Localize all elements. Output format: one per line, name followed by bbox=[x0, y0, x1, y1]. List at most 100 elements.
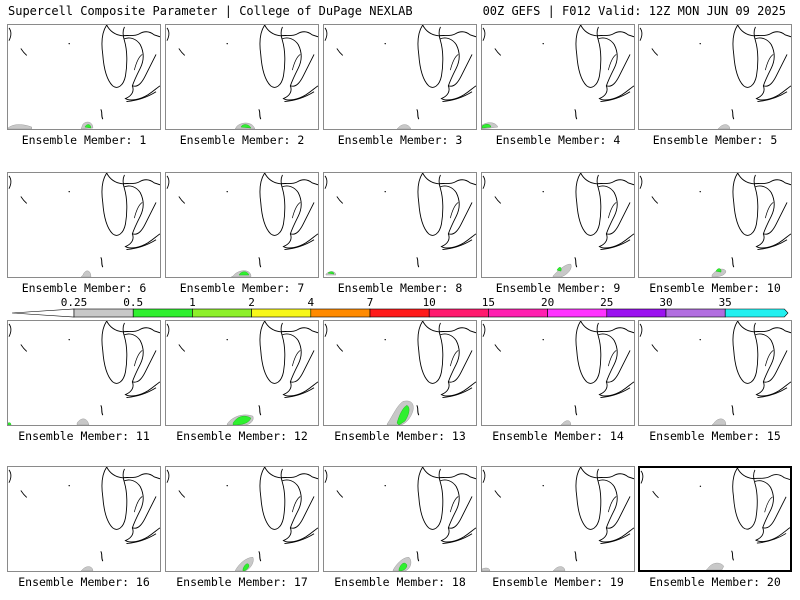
member-map-panel[interactable] bbox=[7, 24, 161, 130]
great-lakes-map bbox=[639, 173, 791, 277]
great-lakes-map bbox=[324, 321, 476, 425]
great-lakes-map bbox=[482, 321, 634, 425]
colorbar-tick-label: 0.5 bbox=[123, 296, 143, 309]
colorbar-tick-label: 35 bbox=[719, 296, 732, 309]
scp-05-contour bbox=[238, 271, 250, 276]
member-map-panel[interactable] bbox=[481, 24, 635, 130]
great-lakes-map bbox=[166, 173, 318, 277]
scp-025-contour bbox=[76, 418, 90, 425]
colorbar-tick-label: 20 bbox=[541, 296, 554, 309]
colorbar-tick-label: 1 bbox=[189, 296, 196, 309]
member-map-panel[interactable] bbox=[165, 24, 319, 130]
great-lakes-map bbox=[166, 321, 318, 425]
colorbar-tick-label: 30 bbox=[659, 296, 672, 309]
valid-time: 00Z GEFS | F012 Valid: 12Z MON JUN 09 20… bbox=[482, 4, 786, 18]
member-map-panel[interactable] bbox=[638, 24, 792, 130]
member-label: Ensemble Member: 16 bbox=[18, 575, 150, 589]
member-map-panel[interactable] bbox=[165, 466, 319, 572]
colorbar-segment bbox=[132, 308, 193, 318]
member-label: Ensemble Member: 9 bbox=[495, 281, 621, 295]
member-map-panel[interactable] bbox=[323, 466, 477, 572]
colorbar-segment bbox=[428, 308, 489, 318]
scp-05-contour bbox=[84, 124, 92, 129]
map-title: Supercell Composite Parameter | College … bbox=[8, 4, 413, 18]
member-label: Ensemble Member: 11 bbox=[18, 429, 150, 443]
member-label: Ensemble Member: 17 bbox=[176, 575, 308, 589]
scp-025-contour bbox=[717, 124, 731, 129]
scp-05-contour bbox=[8, 422, 12, 425]
member-label: Ensemble Member: 13 bbox=[334, 429, 466, 443]
scp-025-contour bbox=[80, 270, 92, 277]
member-map-panel[interactable] bbox=[7, 320, 161, 426]
colorbar-tick-label: 2 bbox=[248, 296, 255, 309]
member-label: Ensemble Member: 15 bbox=[649, 429, 781, 443]
member-label: Ensemble Member: 8 bbox=[337, 281, 463, 295]
member-map-panel[interactable] bbox=[323, 320, 477, 426]
great-lakes-map bbox=[482, 173, 634, 277]
great-lakes-map bbox=[639, 25, 791, 129]
colorbar-tick-label: 25 bbox=[600, 296, 613, 309]
colorbar-segment bbox=[369, 308, 430, 318]
great-lakes-map bbox=[482, 25, 634, 129]
member-label: Ensemble Member: 3 bbox=[337, 133, 463, 147]
colorbar-segment bbox=[606, 308, 667, 318]
member-map-panel[interactable] bbox=[638, 172, 792, 278]
colorbar-segment bbox=[73, 308, 134, 318]
colorbar-tick-label: 15 bbox=[482, 296, 495, 309]
colorbar-tick-label: 0.25 bbox=[61, 296, 88, 309]
scp-025-contour bbox=[396, 124, 412, 129]
member-map-panel[interactable] bbox=[481, 466, 635, 572]
member-map-panel[interactable] bbox=[638, 466, 792, 572]
member-map-panel[interactable] bbox=[638, 320, 792, 426]
color-scale-legend: 0.25 0.5 1 2 4 7 10 15 20 25 30 35 bbox=[11, 296, 789, 318]
member-map-panel[interactable] bbox=[323, 172, 477, 278]
great-lakes-map bbox=[482, 467, 634, 571]
colorbar-segment bbox=[310, 308, 371, 318]
scp-05-contour bbox=[398, 562, 408, 571]
member-label: Ensemble Member: 4 bbox=[495, 133, 621, 147]
colorbar-segment bbox=[665, 308, 726, 318]
member-map-panel[interactable] bbox=[7, 466, 161, 572]
scp-025-contour bbox=[234, 557, 254, 571]
great-lakes-map bbox=[8, 173, 160, 277]
great-lakes-map bbox=[8, 321, 160, 425]
scp-05-contour bbox=[396, 405, 410, 425]
member-label: Ensemble Member: 7 bbox=[179, 281, 305, 295]
scp-025-contour bbox=[560, 420, 572, 425]
member-map-panel[interactable] bbox=[481, 172, 635, 278]
scp-025-contour bbox=[482, 567, 491, 571]
great-lakes-map bbox=[640, 468, 790, 570]
member-map-panel[interactable] bbox=[165, 320, 319, 426]
member-label: Ensemble Member: 1 bbox=[21, 133, 147, 147]
scp-025-contour bbox=[80, 566, 94, 571]
member-map-panel[interactable] bbox=[7, 172, 161, 278]
great-lakes-map bbox=[166, 25, 318, 129]
member-map-panel[interactable] bbox=[165, 172, 319, 278]
scp-05-contour bbox=[242, 563, 250, 571]
scp-05-contour bbox=[482, 124, 492, 129]
scp-05-contour bbox=[232, 415, 252, 425]
scp-025-contour bbox=[8, 124, 32, 129]
great-lakes-map bbox=[166, 467, 318, 571]
member-label: Ensemble Member: 10 bbox=[649, 281, 781, 295]
member-label: Ensemble Member: 18 bbox=[334, 575, 466, 589]
colorbar-segment bbox=[251, 308, 312, 318]
great-lakes-map bbox=[324, 25, 476, 129]
member-label: Ensemble Member: 19 bbox=[492, 575, 624, 589]
colorbar-segment bbox=[488, 308, 548, 318]
colorbar-segment bbox=[724, 308, 789, 318]
scp-05-contour bbox=[556, 267, 562, 272]
member-map-panel[interactable] bbox=[481, 320, 635, 426]
scp-05-contour bbox=[715, 268, 722, 273]
great-lakes-map bbox=[8, 467, 160, 571]
member-label: Ensemble Member: 14 bbox=[492, 429, 624, 443]
great-lakes-map bbox=[324, 467, 476, 571]
colorbar-tick-label: 10 bbox=[423, 296, 436, 309]
member-label: Ensemble Member: 2 bbox=[179, 133, 305, 147]
colorbar-segment bbox=[192, 308, 252, 318]
scp-025-contour bbox=[552, 263, 572, 277]
member-label: Ensemble Member: 20 bbox=[649, 575, 781, 589]
member-label: Ensemble Member: 6 bbox=[21, 281, 147, 295]
scp-025-contour bbox=[552, 566, 566, 571]
member-map-panel[interactable] bbox=[323, 24, 477, 130]
